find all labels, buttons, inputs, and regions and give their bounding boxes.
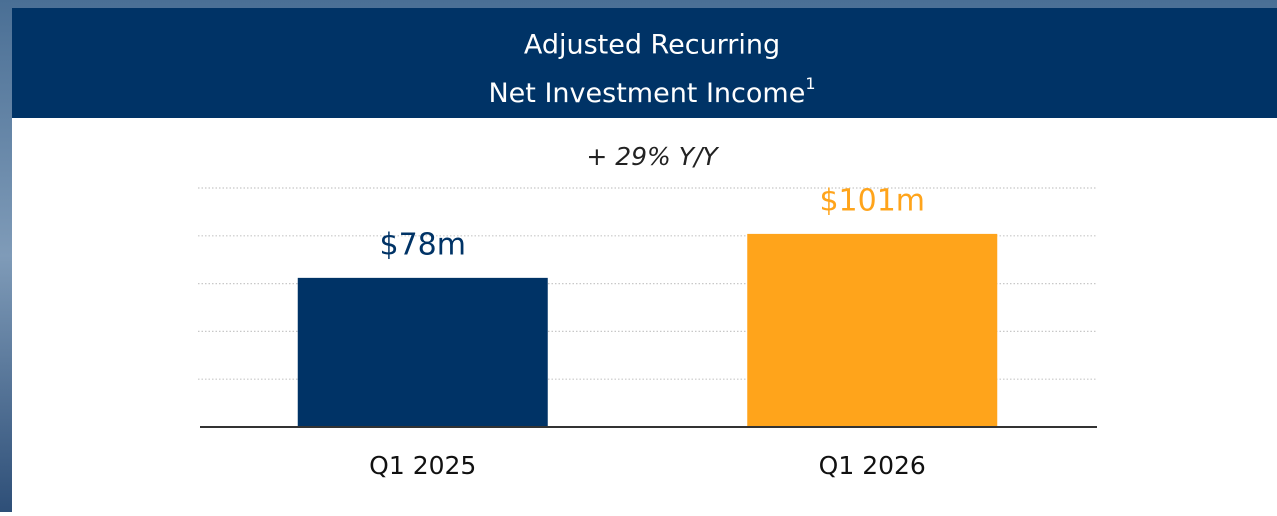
bar [747, 233, 998, 427]
title-line: Adjusted Recurring [524, 30, 780, 61]
panel [12, 118, 1277, 512]
title-line-text: Net Investment Income [488, 78, 805, 109]
bar [297, 277, 548, 427]
x-tick-label: Q1 2025 [369, 451, 476, 480]
title-line: Net Investment Income1 [488, 74, 815, 109]
title-footnote: 1 [805, 74, 815, 93]
header [12, 8, 1277, 118]
x-tick-label: Q1 2026 [819, 451, 926, 480]
value-label: $78m [380, 227, 466, 262]
value-label: $101m [819, 183, 925, 218]
annotation: + 29% Y/Y [586, 142, 719, 171]
